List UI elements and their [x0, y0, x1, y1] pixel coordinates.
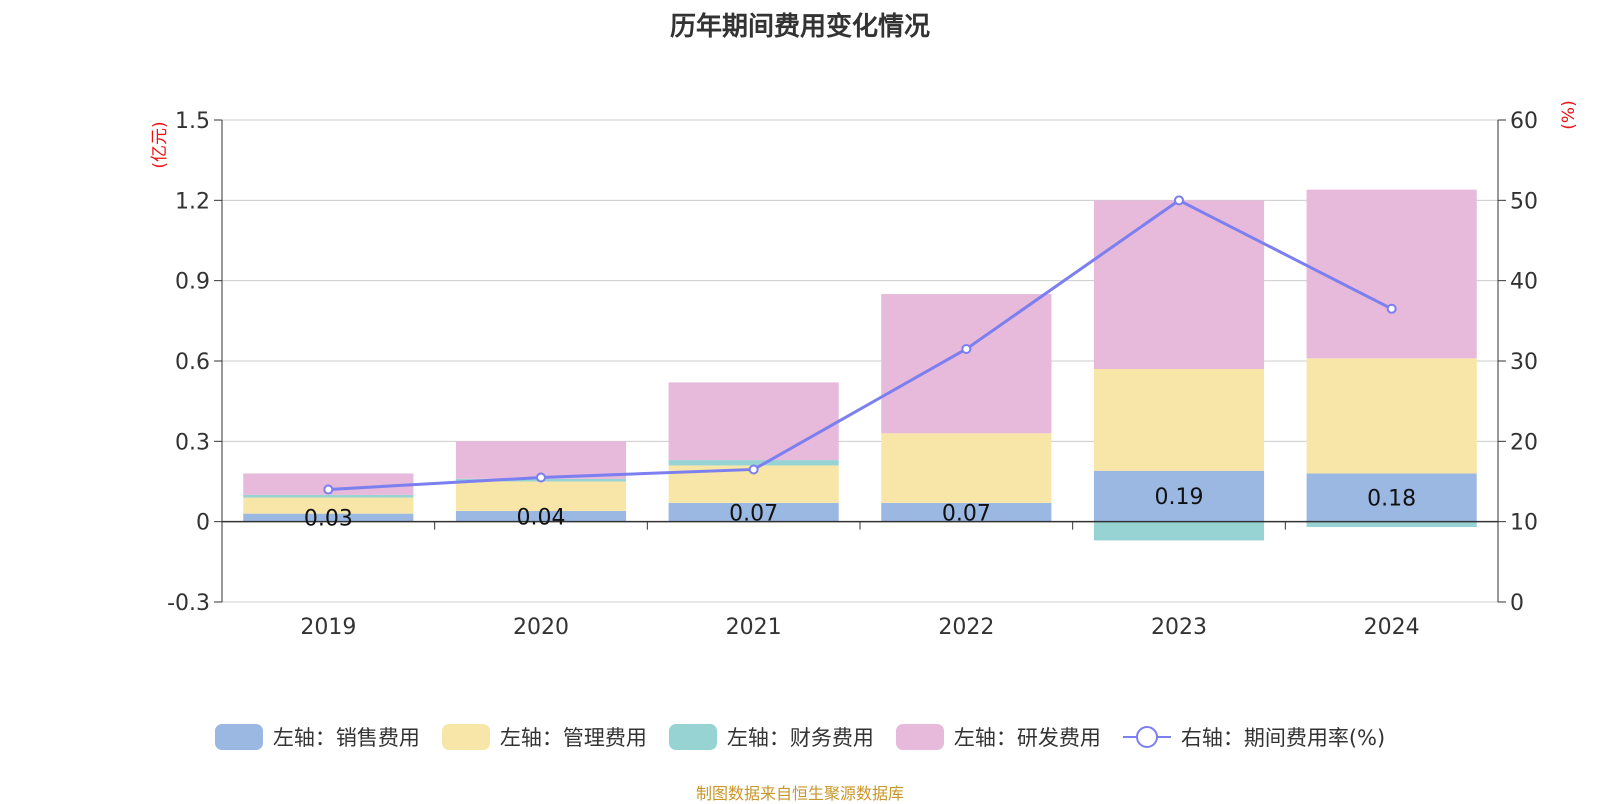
- legend-label-finance: 左轴：财务费用: [726, 726, 874, 750]
- legend-swatch-rnd: [895, 724, 944, 750]
- legend-item-rnd[interactable]: 左轴：研发费用: [895, 722, 1101, 752]
- bar-s1-2023: [1093, 369, 1265, 471]
- data-label-sales-2022: 0.07: [942, 501, 991, 526]
- bar-s1-2020: [455, 481, 627, 511]
- x-tick-label-2019: 2019: [300, 615, 356, 640]
- data-label-sales-2023: 0.19: [1155, 485, 1204, 510]
- bar-s0-2020: [455, 510, 627, 522]
- rate-point-2021: [748, 464, 759, 475]
- bar-s1-2019: [243, 497, 414, 514]
- left-tick-label-1: 0: [196, 511, 210, 536]
- bar-s2-2023: [1093, 521, 1265, 541]
- bar-s0-2024: [1306, 473, 1477, 522]
- left-tick-label-6: 1.5: [175, 109, 210, 134]
- legend-swatch-rate: [1122, 726, 1171, 748]
- chart-canvas: -0.3 0 0.3 0.6 0.9 1.2 1.5 0 10 20 30 40 50 60 2019 202…: [150, 100, 1579, 640]
- data-label-sales-2020: 0.04: [517, 505, 566, 530]
- bar-s1-2024: [1306, 358, 1477, 474]
- bar-s2-2021: [668, 460, 839, 466]
- bar-s0-2023: [1093, 470, 1265, 522]
- data-label-sales-2024: 0.18: [1367, 487, 1416, 512]
- right-tick-label-6: 60: [1510, 109, 1538, 134]
- bar-s2-2019: [243, 494, 414, 498]
- bar-s3-2021: [668, 382, 839, 461]
- bar-s3-2024: [1306, 189, 1477, 359]
- rate-point-2023: [1174, 195, 1184, 206]
- bar-s3-2019: [243, 473, 414, 495]
- x-tick-label-2024: 2024: [1364, 615, 1420, 640]
- legend-item-admin[interactable]: 左轴：管理费用: [441, 722, 647, 752]
- rate-line: [323, 195, 1397, 495]
- right-tick-label-5: 50: [1510, 189, 1538, 214]
- bar-s0-2021: [668, 502, 839, 522]
- left-tick-label-4: 0.9: [175, 270, 210, 295]
- legend-swatch-finance: [668, 724, 717, 750]
- rate-point-2019: [323, 484, 334, 495]
- legend-label-admin: 左轴：管理费用: [499, 726, 647, 750]
- left-tick-label-3: 0.6: [175, 350, 210, 375]
- bar-s2-2024: [1306, 521, 1477, 528]
- axes: -0.3 0 0.3 0.6 0.9 1.2 1.5 0 10 20 30 40 50 60 2019 202…: [150, 100, 1579, 640]
- rate-line-path: [328, 198, 1393, 492]
- bar-s0-2019: [243, 513, 414, 522]
- x-tick-label-2021: 2021: [726, 615, 782, 640]
- source-note: 制图数据来自恒生聚源数据库: [695, 784, 904, 803]
- legend-label-rate: 右轴：期间费用率(%): [1180, 726, 1386, 750]
- legend-item-rate[interactable]: 右轴：期间费用率(%): [1122, 722, 1386, 752]
- bar-s0-2022: [881, 502, 1052, 522]
- legend: 左轴：销售费用 左轴：管理费用 左轴：财务费用 左轴：研发费用 右轴：期间费用率…: [0, 722, 1600, 752]
- legend-swatch-sales: [214, 724, 263, 750]
- legend-label-sales: 左轴：销售费用: [272, 726, 420, 750]
- bar-s3-2023: [1093, 200, 1265, 370]
- left-tick-label-5: 1.2: [175, 189, 210, 214]
- rate-point-2020: [536, 472, 546, 483]
- bar-s3-2022: [881, 294, 1052, 434]
- right-tick-label-0: 0: [1510, 591, 1524, 616]
- bar-s1-2022: [881, 433, 1052, 503]
- bars: [243, 189, 1477, 541]
- left-tick-label-0: -0.3: [167, 591, 210, 616]
- legend-item-sales[interactable]: 左轴：销售费用: [214, 722, 420, 752]
- legend-label-rnd: 左轴：研发费用: [953, 726, 1101, 750]
- data-labels: 0.03 0.04 0.07 0.07 0.19 0.18: [304, 485, 1416, 531]
- left-tick-label-2: 0.3: [175, 430, 210, 455]
- data-label-sales-2019: 0.03: [304, 507, 353, 532]
- right-axis-unit: (%): [1559, 100, 1579, 129]
- left-axis-unit: (亿元): [150, 121, 170, 168]
- chart-title: 历年期间费用变化情况: [669, 12, 930, 42]
- right-tick-label-1: 10: [1510, 511, 1538, 536]
- x-tick-label-2023: 2023: [1151, 615, 1207, 640]
- legend-item-finance[interactable]: 左轴：财务费用: [668, 722, 874, 752]
- right-tick-label-2: 20: [1510, 430, 1538, 455]
- data-label-sales-2021: 0.07: [729, 501, 778, 526]
- right-tick-label-3: 30: [1510, 350, 1538, 375]
- rate-point-2024: [1386, 303, 1397, 314]
- rate-point-2022: [961, 343, 972, 354]
- x-tick-label-2022: 2022: [938, 615, 994, 640]
- legend-swatch-admin: [441, 724, 490, 750]
- x-tick-label-2020: 2020: [513, 615, 569, 640]
- right-tick-label-4: 40: [1510, 270, 1538, 295]
